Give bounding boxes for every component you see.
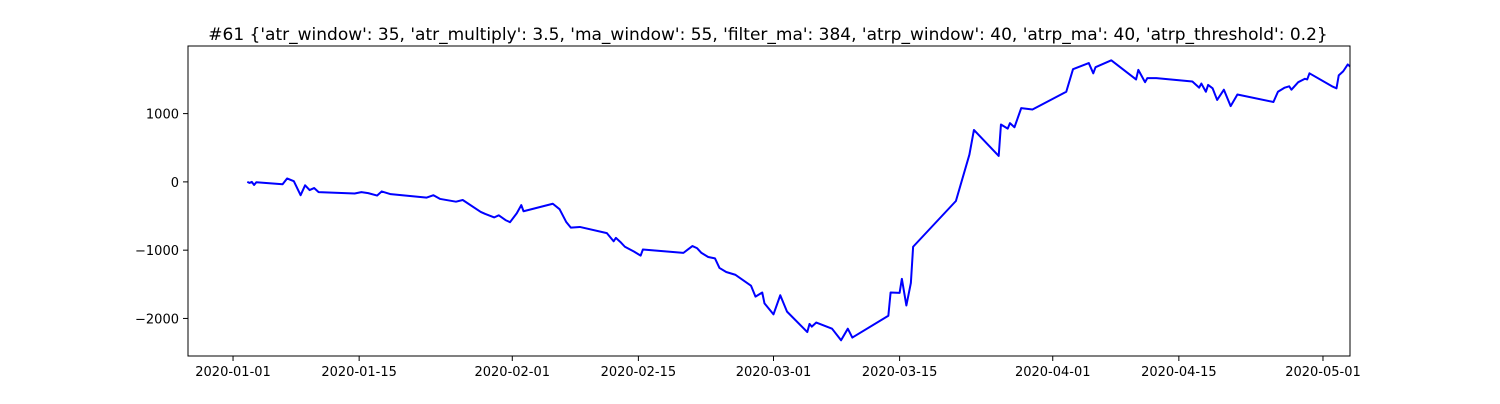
x-tick-label: 2020-04-15 (1141, 365, 1217, 380)
y-tick-label: 0 (171, 176, 179, 191)
y-tick-label: 1000 (146, 108, 179, 123)
y-tick-label: −1000 (135, 244, 179, 259)
x-tick-label: 2020-03-15 (862, 365, 938, 380)
x-tick-label: 2020-04-01 (1015, 365, 1091, 380)
series-line-0 (246, 59, 1351, 342)
x-tick-label: 2020-01-15 (321, 365, 397, 380)
x-tick-label: 2020-02-15 (601, 365, 677, 380)
chart-title: #61 {'atr_window': 35, 'atr_multiply': 3… (208, 25, 1327, 45)
x-tick-label: 2020-03-01 (736, 365, 812, 380)
y-tick-label: −2000 (135, 312, 179, 327)
plot-frame (187, 45, 1351, 357)
x-tick-label: 2020-05-01 (1285, 365, 1361, 380)
x-tick-label: 2020-02-01 (474, 365, 550, 380)
x-tick-label: 2020-01-01 (195, 365, 271, 380)
